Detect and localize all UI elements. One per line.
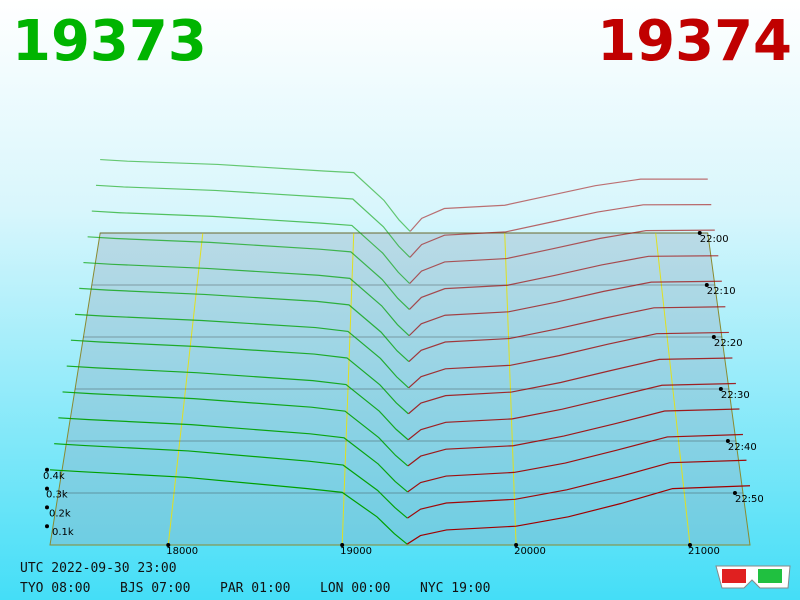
z-tick-label: 22:00 <box>700 234 729 245</box>
y-tick-label: 0.4k <box>43 471 65 482</box>
bid-curve <box>58 417 408 493</box>
y-tick-mark <box>45 467 49 472</box>
z-tick-mark <box>718 387 723 391</box>
x-tick-mark <box>514 543 519 547</box>
z-tick-label: 22:50 <box>735 494 764 505</box>
best-ask: 19374 <box>597 9 792 74</box>
x-tick-label: 19000 <box>340 546 372 557</box>
clock: TYO 08:00 <box>20 581 90 596</box>
z-tick-label: 22:10 <box>707 286 736 297</box>
bid-curve <box>62 391 409 467</box>
clock: NYC 19:00 <box>420 581 490 596</box>
ask-curve <box>407 459 747 519</box>
ask-curve <box>407 433 743 493</box>
z-tick-mark <box>725 439 730 443</box>
z-tick-mark <box>711 335 716 339</box>
bid-curve <box>83 261 410 337</box>
bid-curve <box>66 365 409 441</box>
x-tick-mark <box>688 543 692 547</box>
z-tick-mark <box>732 491 737 495</box>
y-tick-mark <box>45 486 49 491</box>
ask-curve <box>407 408 740 467</box>
bid-curve <box>79 287 410 363</box>
z-tick-label: 22:20 <box>714 338 743 349</box>
z-tick-mark <box>697 231 702 235</box>
ask-curve <box>408 357 733 415</box>
bid-curve <box>100 158 411 232</box>
ask-curve <box>409 204 712 258</box>
utc-time: UTC 2022-09-30 23:00 <box>20 561 177 576</box>
bid-curve <box>75 313 409 389</box>
y-tick-mark <box>45 524 49 529</box>
ask-curve <box>407 382 736 441</box>
bid-curve <box>87 236 410 310</box>
bid-curve <box>70 339 409 415</box>
x-tick-label: 21000 <box>688 546 720 557</box>
y-tick-label: 0.1k <box>52 527 74 538</box>
z-tick-mark <box>704 283 709 287</box>
best-bid: 19373 <box>12 9 207 74</box>
bid-curve <box>54 443 408 519</box>
grid-line <box>167 232 204 546</box>
x-tick-label: 20000 <box>514 546 546 557</box>
y-tick-label: 0.2k <box>49 508 71 519</box>
grid-line <box>655 232 691 546</box>
z-tick-label: 22:30 <box>721 390 750 401</box>
clock: BJS 07:00 <box>120 581 190 596</box>
clock: LON 00:00 <box>320 581 390 596</box>
ask-curve <box>408 280 722 337</box>
bid-curve <box>49 469 408 545</box>
bid-curve <box>91 210 410 284</box>
y-tick-mark <box>45 505 49 510</box>
z-tick-label: 22:40 <box>728 442 757 453</box>
glasses-icon <box>715 565 791 589</box>
ask-curve <box>408 306 726 363</box>
x-tick-mark <box>166 543 171 547</box>
y-tick-label: 0.3k <box>46 490 68 501</box>
ask-curve <box>409 229 715 284</box>
ask-curve <box>409 178 708 232</box>
x-tick-mark <box>340 543 345 547</box>
x-tick-label: 18000 <box>166 546 198 557</box>
ask-curve <box>406 485 751 545</box>
ask-curve <box>408 331 729 389</box>
clock: PAR 01:00 <box>220 581 290 596</box>
bid-curve <box>95 184 411 258</box>
ask-curve <box>409 255 719 310</box>
